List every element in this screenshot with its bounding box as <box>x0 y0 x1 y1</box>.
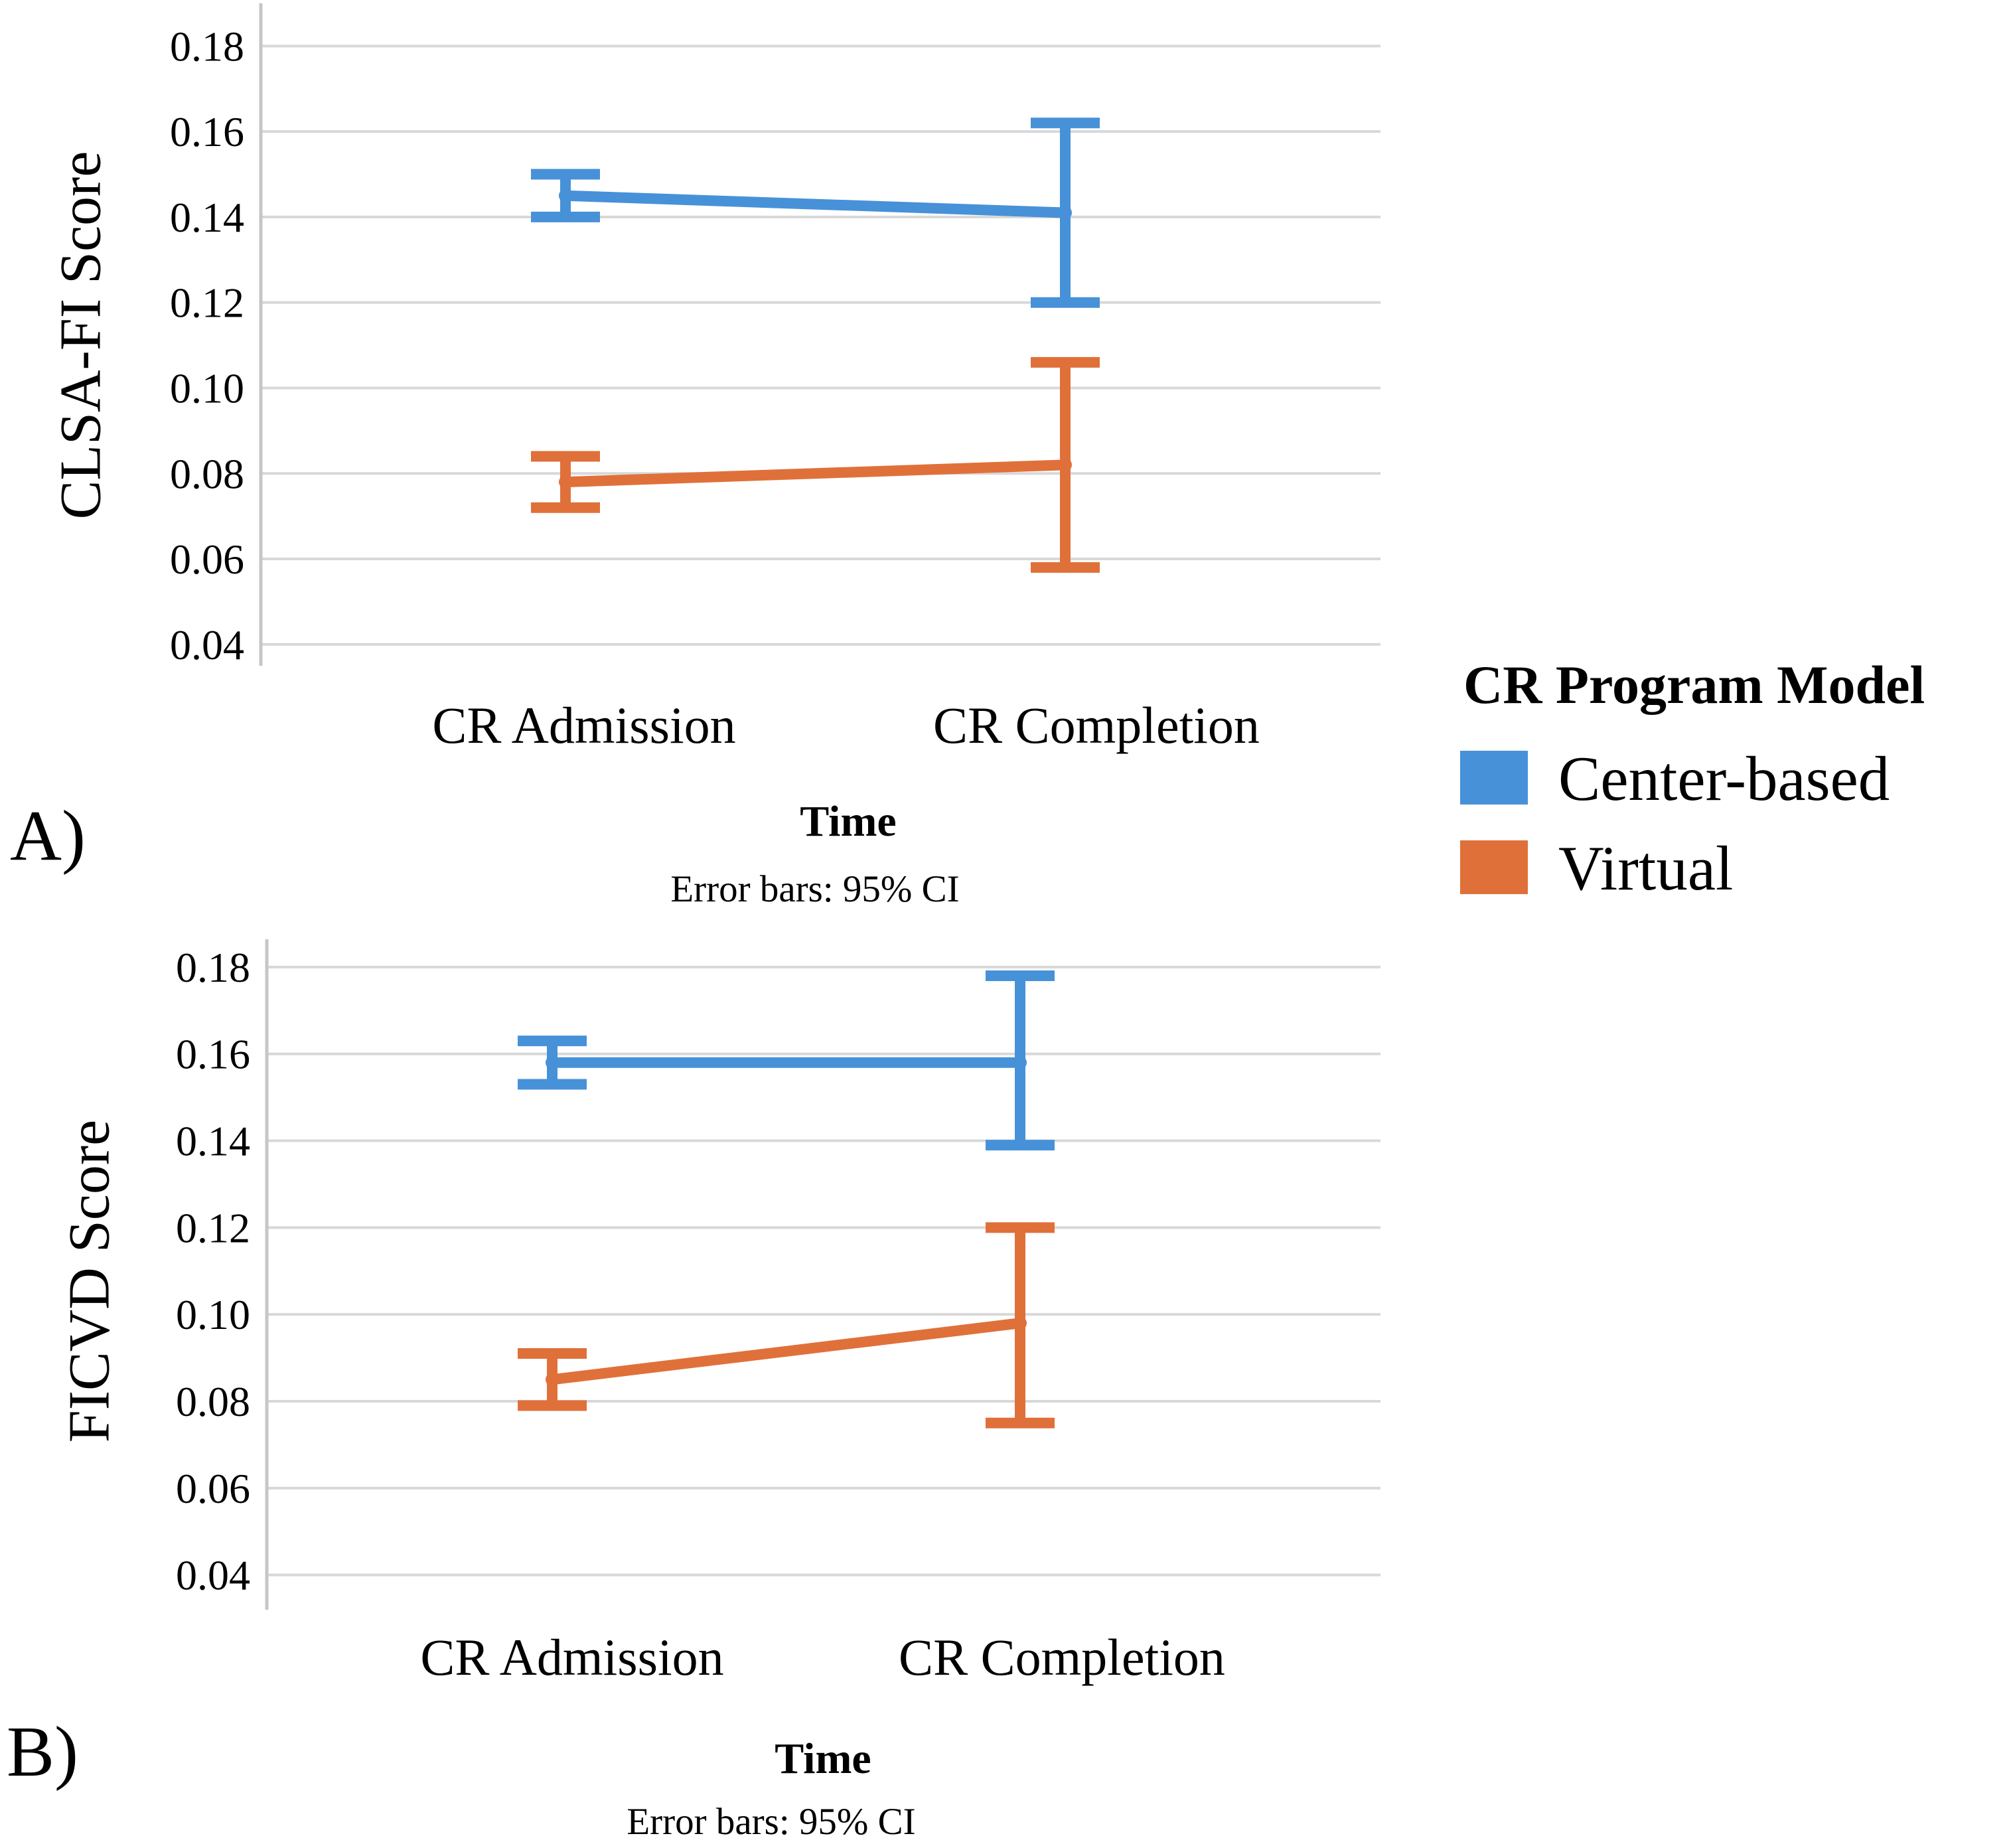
svg-text:0.18: 0.18 <box>176 944 250 991</box>
legend-swatch-center-based <box>1460 751 1528 805</box>
panel-b-y-axis-title: FICVD Score <box>57 1119 122 1443</box>
panel-b-error-bar-caption: Error bars: 95% CI <box>627 1801 916 1843</box>
legend-title: CR Program Model <box>1463 654 1925 715</box>
svg-text:0.10: 0.10 <box>170 364 244 412</box>
svg-text:0.14: 0.14 <box>170 194 244 241</box>
svg-text:0.12: 0.12 <box>176 1204 250 1251</box>
svg-text:0.12: 0.12 <box>170 279 244 327</box>
legend-swatch-virtual <box>1460 840 1528 894</box>
svg-text:0.08: 0.08 <box>170 450 244 497</box>
legend-label-virtual: Virtual <box>1558 833 1734 903</box>
svg-text:0.04: 0.04 <box>170 621 244 668</box>
legend-label-center-based: Center-based <box>1558 743 1890 814</box>
panel-a-label: A) <box>10 797 86 876</box>
panel-a-x-tick-cr-admission: CR Admission <box>432 696 736 754</box>
svg-text:0.08: 0.08 <box>176 1378 250 1425</box>
panel-a-y-axis-title: CLSA-FI Score <box>48 151 113 520</box>
svg-text:0.04: 0.04 <box>176 1552 250 1599</box>
svg-text:0.06: 0.06 <box>170 536 244 583</box>
svg-text:0.06: 0.06 <box>176 1465 250 1512</box>
svg-text:0.10: 0.10 <box>176 1291 250 1338</box>
svg-text:0.16: 0.16 <box>176 1031 250 1078</box>
svg-text:0.16: 0.16 <box>170 108 244 155</box>
panel-a-x-axis-title: Time <box>800 797 897 846</box>
panel-b-x-axis-title: Time <box>775 1734 871 1783</box>
svg-text:0.14: 0.14 <box>176 1118 250 1165</box>
panel-b-label: B) <box>7 1713 78 1792</box>
panel-a-error-bar-caption: Error bars: 95% CI <box>670 868 960 910</box>
panel-a-x-tick-cr-completion: CR Completion <box>933 696 1260 754</box>
panel-b-x-tick-cr-admission: CR Admission <box>420 1628 724 1686</box>
panel-b-x-tick-cr-completion: CR Completion <box>899 1628 1225 1686</box>
svg-text:0.18: 0.18 <box>170 23 244 70</box>
